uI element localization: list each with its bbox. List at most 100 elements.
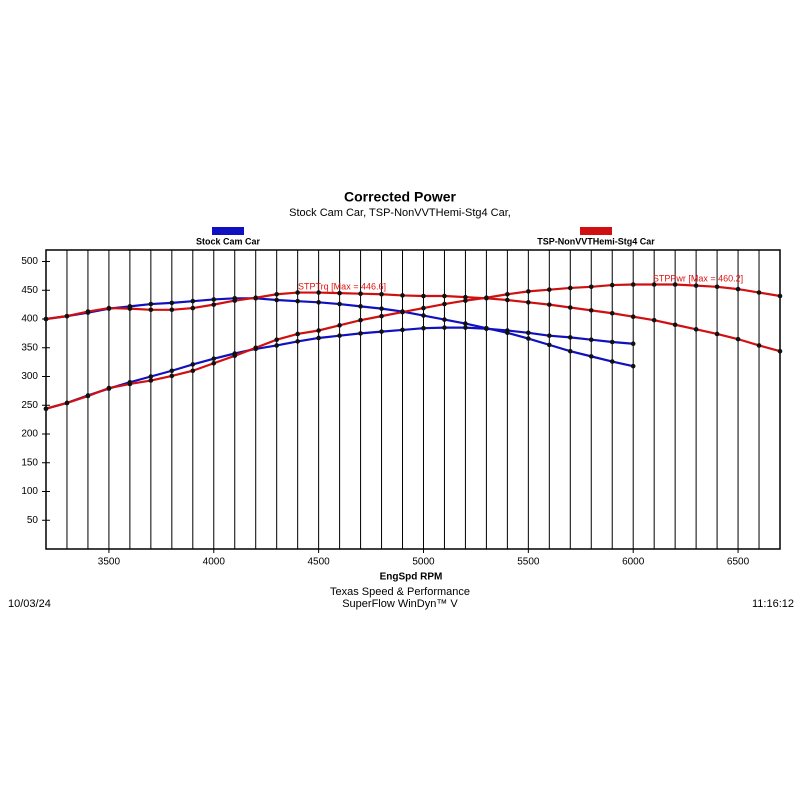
- torque-point: [463, 294, 468, 300]
- power-point: [547, 287, 552, 292]
- power-point: [316, 335, 321, 341]
- power-point: [714, 284, 720, 290]
- power-point: [463, 325, 468, 330]
- x-tick-label: 6000: [622, 557, 645, 568]
- power-point: [505, 328, 510, 333]
- torque-point: [253, 295, 259, 301]
- legend-label: Stock Cam Car: [196, 236, 261, 246]
- x-tick-label: 5500: [517, 557, 540, 568]
- torque-point: [735, 336, 741, 342]
- x-axis-label: EngSpd RPM: [380, 572, 443, 583]
- torque-point: [630, 363, 636, 369]
- power-point: [484, 326, 489, 332]
- footer-time: 11:16:12: [752, 598, 794, 610]
- torque-point: [714, 331, 720, 337]
- torque-point: [232, 298, 238, 303]
- torque-point: [588, 354, 594, 359]
- torque-point: [211, 297, 217, 302]
- torque-point: [64, 313, 70, 319]
- power-point: [127, 381, 133, 387]
- torque-point: [148, 307, 154, 313]
- x-tick-label: 3500: [98, 557, 121, 568]
- power-point: [337, 323, 342, 328]
- power-point: [588, 284, 594, 290]
- y-tick-label: 200: [21, 429, 38, 440]
- torque-point: [295, 298, 300, 304]
- y-tick-label: 300: [21, 371, 38, 382]
- torque-point: [588, 308, 594, 313]
- legend-swatch: [212, 227, 244, 235]
- footer-date: 10/03/24: [8, 598, 51, 610]
- power-point: [169, 368, 175, 374]
- power-point: [295, 331, 300, 337]
- legend-label: TSP-NonVVTHemi-Stg4 Car: [537, 236, 655, 246]
- power-point: [484, 295, 489, 301]
- chart-subtitle: Stock Cam Car, TSP-NonVVTHemi-Stg4 Car,: [289, 207, 511, 219]
- torque-point: [630, 314, 636, 320]
- torque-point: [274, 291, 279, 297]
- torque-point: [358, 304, 363, 309]
- torque-point: [190, 305, 196, 311]
- power-point: [316, 328, 321, 333]
- power-point: [358, 317, 363, 323]
- x-tick-label: 4500: [308, 557, 331, 568]
- torque-point: [337, 290, 342, 296]
- torque-point: [567, 305, 573, 310]
- annotation: STPPwr [Max = 460.2]: [653, 273, 743, 283]
- torque-point: [295, 290, 300, 295]
- torque-point: [463, 321, 468, 326]
- torque-point: [609, 359, 615, 364]
- power-point: [777, 293, 783, 299]
- torque-point: [421, 293, 426, 299]
- torque-point: [421, 313, 426, 318]
- torque-point: [379, 306, 384, 311]
- power-line: [45, 283, 781, 410]
- y-tick-label: 400: [21, 314, 38, 325]
- power-point: [274, 337, 279, 343]
- power-point: [211, 360, 217, 366]
- power-point: [295, 339, 300, 344]
- torque-point: [43, 316, 49, 322]
- y-tick-label: 450: [21, 285, 38, 296]
- y-tick-label: 500: [21, 256, 38, 267]
- power-point: [43, 406, 49, 412]
- torque-point: [85, 309, 91, 314]
- power-point: [463, 298, 468, 303]
- power-point: [547, 333, 552, 338]
- power-point: [630, 282, 636, 287]
- power-point: [651, 282, 657, 287]
- torque-point: [316, 290, 321, 295]
- torque-point: [337, 301, 342, 307]
- x-tick-label: 5000: [412, 557, 435, 568]
- power-point: [505, 291, 510, 297]
- power-point: [756, 290, 762, 295]
- torque-point: [526, 336, 531, 341]
- power-point: [190, 362, 196, 367]
- power-point: [85, 393, 91, 399]
- power-point: [211, 356, 217, 361]
- y-tick-label: 350: [21, 342, 38, 353]
- power-point: [400, 309, 405, 315]
- power-point: [526, 330, 531, 336]
- power-point: [693, 283, 699, 288]
- torque-point: [693, 327, 699, 332]
- torque-point: [316, 300, 321, 305]
- y-tick-label: 100: [21, 486, 38, 497]
- y-tick-label: 150: [21, 457, 38, 468]
- power-point: [672, 282, 678, 287]
- power-point: [442, 301, 447, 307]
- torque-point: [651, 317, 657, 323]
- power-point: [630, 341, 636, 347]
- footer-company: Texas Speed & Performance: [330, 586, 470, 598]
- torque-point: [505, 297, 510, 303]
- torque-point: [567, 348, 573, 354]
- power-point: [148, 378, 154, 383]
- torque-point: [274, 297, 279, 303]
- power-point: [190, 368, 196, 374]
- power-point: [421, 305, 426, 311]
- power-point: [148, 374, 154, 379]
- torque-point: [190, 298, 196, 304]
- torque-point: [547, 342, 552, 348]
- power-point: [337, 333, 342, 338]
- power-point: [609, 282, 615, 288]
